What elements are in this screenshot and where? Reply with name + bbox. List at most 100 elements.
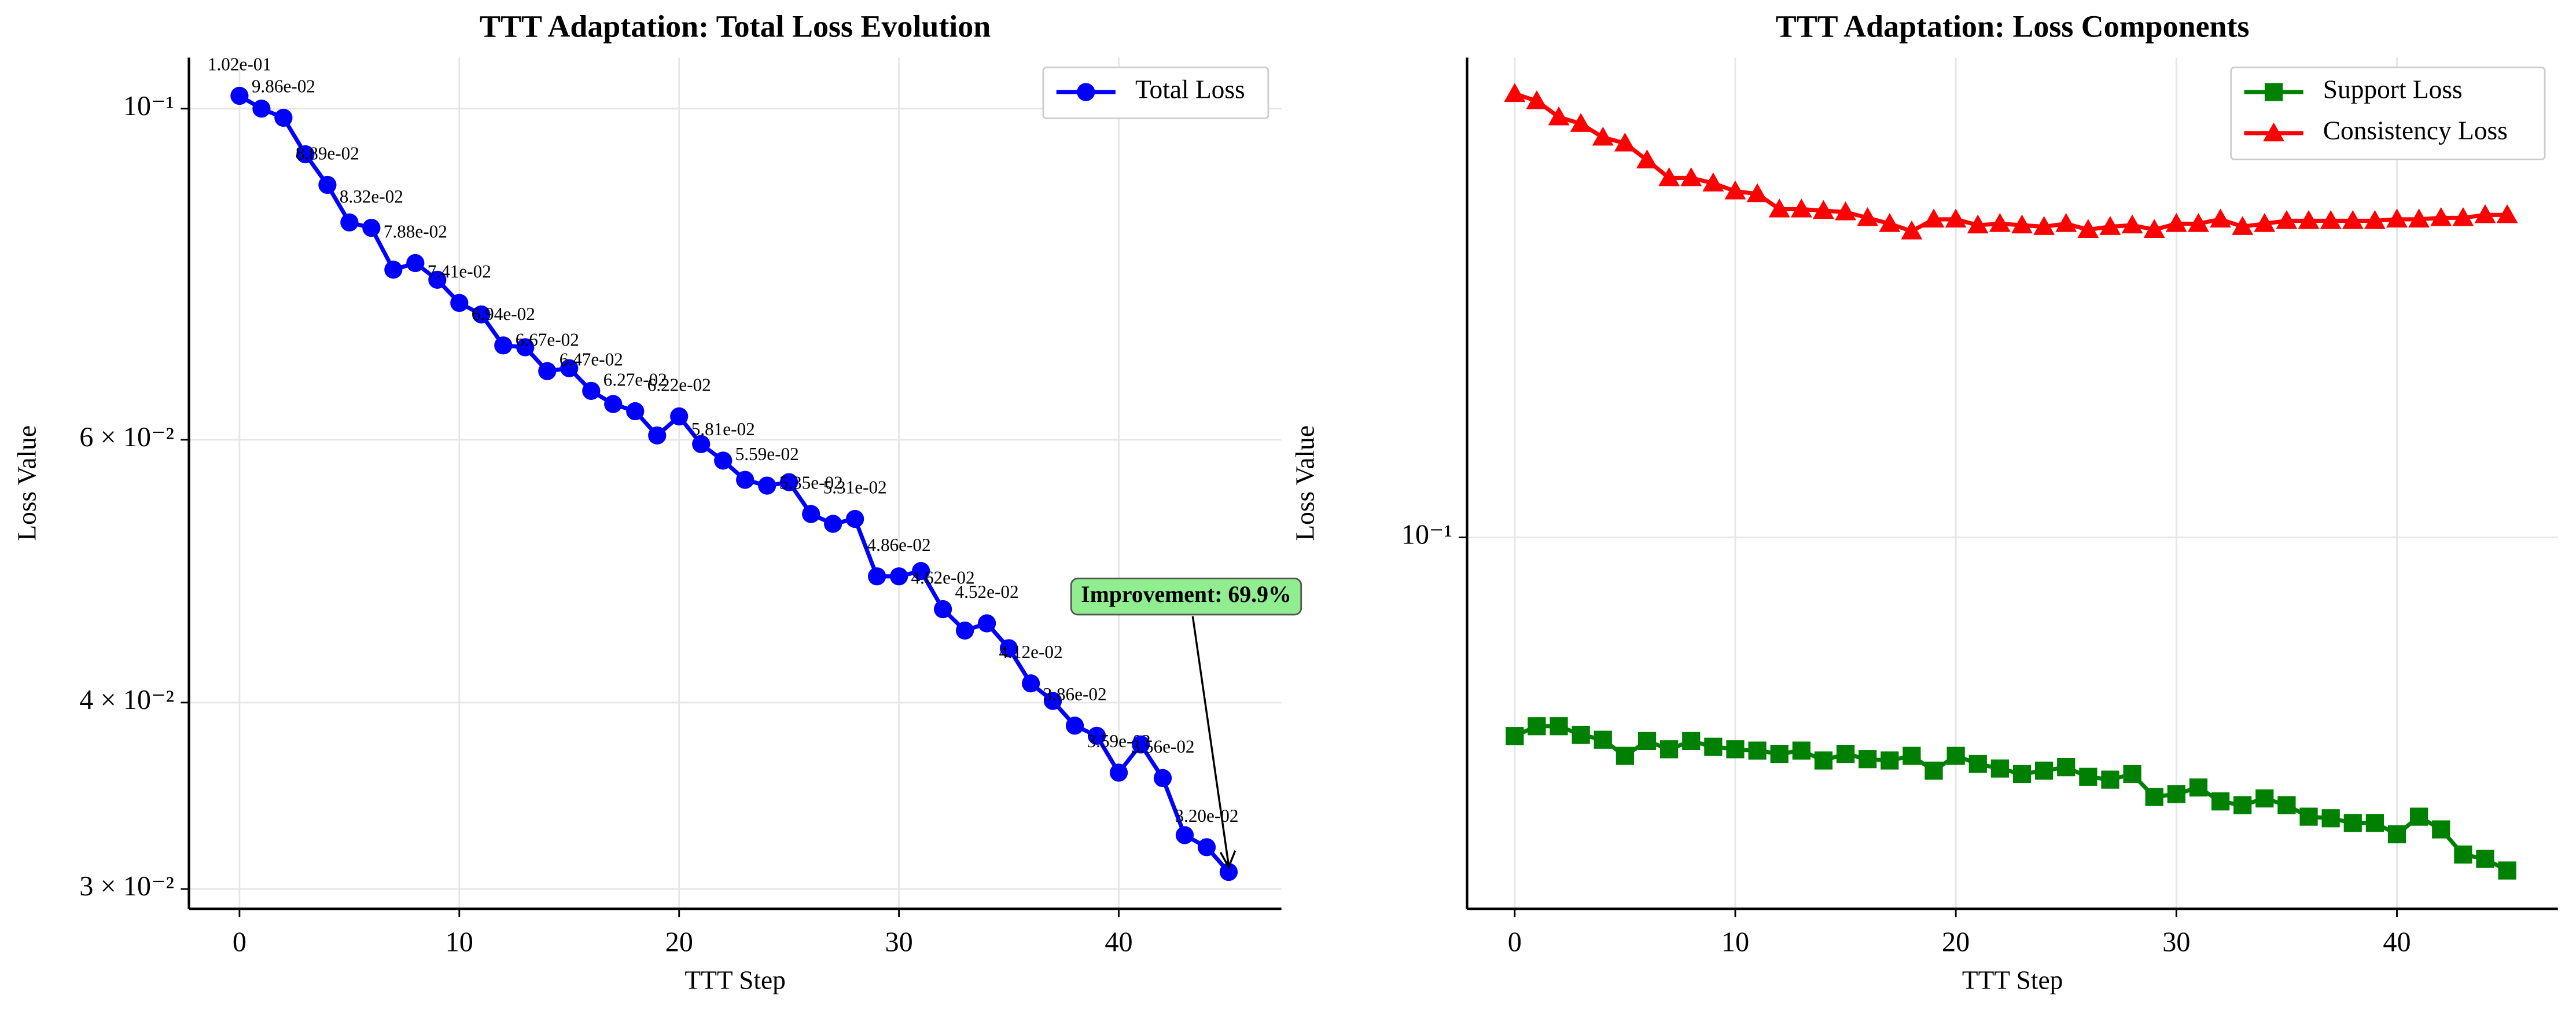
marker [2167,785,2185,803]
x-tick-label: 10 [1721,927,1749,958]
x-axis-label: TTT Step [685,965,785,994]
marker [692,435,711,453]
marker [1768,199,1790,218]
marker [2454,845,2472,864]
marker [736,471,755,489]
marker [2432,820,2450,839]
marker [1923,208,1945,228]
marker [274,108,293,127]
marker [1704,737,1723,756]
marker [977,614,996,633]
marker [2386,208,2408,228]
marker [1813,200,1834,219]
marker [1857,207,1879,226]
marker [1043,692,1062,710]
marker [824,515,842,533]
legend-label: Total Loss [1135,75,1245,104]
marker [1658,167,1680,186]
marker [2430,207,2452,226]
marker [1702,172,1724,192]
y-axis-label: Loss Value [13,425,42,541]
annotation-arrowhead [1219,850,1237,870]
marker [2145,788,2163,806]
marker [252,100,271,118]
marker [2033,216,2055,235]
marker [362,219,381,237]
x-tick-label: 0 [1508,927,1522,958]
marker [714,451,733,470]
data-label: 6.47e-02 [560,349,623,369]
marker [1726,740,1745,759]
data-label: 5.59e-02 [735,444,799,464]
marker [2211,792,2230,811]
y-tick-label: 6 × 10⁻² [79,422,174,453]
marker [1881,751,1899,770]
marker [1748,741,1767,760]
x-tick-label: 10 [446,927,473,958]
marker [2320,210,2342,229]
marker [1946,747,1965,765]
marker [2365,814,2384,832]
marker [1636,149,1658,168]
marker [1770,744,1789,763]
data-label: 4.52e-02 [955,582,1019,602]
marker [230,86,249,105]
marker [2342,210,2364,229]
marker [1550,717,1568,736]
marker [2277,796,2296,814]
y-tick-label: 10⁻¹ [1401,520,1452,550]
marker [1835,201,1857,221]
marker [1879,213,1901,232]
data-label: 1.02e-01 [208,54,271,75]
marker [2298,210,2320,229]
marker [955,621,974,640]
annotation: Improvement: 69.9% [1081,582,1291,607]
marker [2101,770,2119,789]
marker [1548,106,1570,126]
marker [1021,674,1040,693]
marker [2496,204,2518,223]
marker [318,175,337,194]
marker [2012,765,2032,784]
marker [2264,83,2283,101]
marker [406,254,425,273]
marker [2276,210,2298,229]
data-label: 4.62e-02 [911,568,975,588]
x-tick-label: 30 [885,927,912,958]
x-tick-label: 20 [1942,927,1970,958]
marker [560,359,579,377]
x-tick-label: 20 [665,927,693,958]
marker [2055,213,2077,232]
marker [933,600,952,619]
x-tick-label: 40 [1105,927,1132,958]
marker [1660,740,1679,759]
marker [1614,133,1636,152]
legend-box [2230,67,2546,160]
marker [2263,122,2285,142]
data-label: 3.20e-02 [1175,806,1238,826]
marker [1945,208,1967,228]
marker [2077,219,2099,238]
marker [1087,726,1106,745]
marker [1902,747,1921,765]
data-label: 5.81e-02 [691,419,755,439]
marker [1504,83,1526,102]
x-tick-label: 40 [2383,927,2411,958]
marker [2189,778,2208,797]
marker [780,473,798,491]
marker [670,407,689,426]
marker [2210,208,2232,228]
series-line [238,94,1231,873]
marker [2123,765,2141,784]
marker [2410,807,2428,826]
data-label: 7.88e-02 [384,222,447,242]
marker [538,362,557,380]
marker [2474,204,2496,223]
data-label: 3.86e-02 [1043,684,1106,704]
marker [889,567,908,586]
y-axis-label: Loss Value [1290,425,1319,541]
marker [2255,789,2274,808]
marker [384,260,403,279]
marker [1077,83,1095,101]
